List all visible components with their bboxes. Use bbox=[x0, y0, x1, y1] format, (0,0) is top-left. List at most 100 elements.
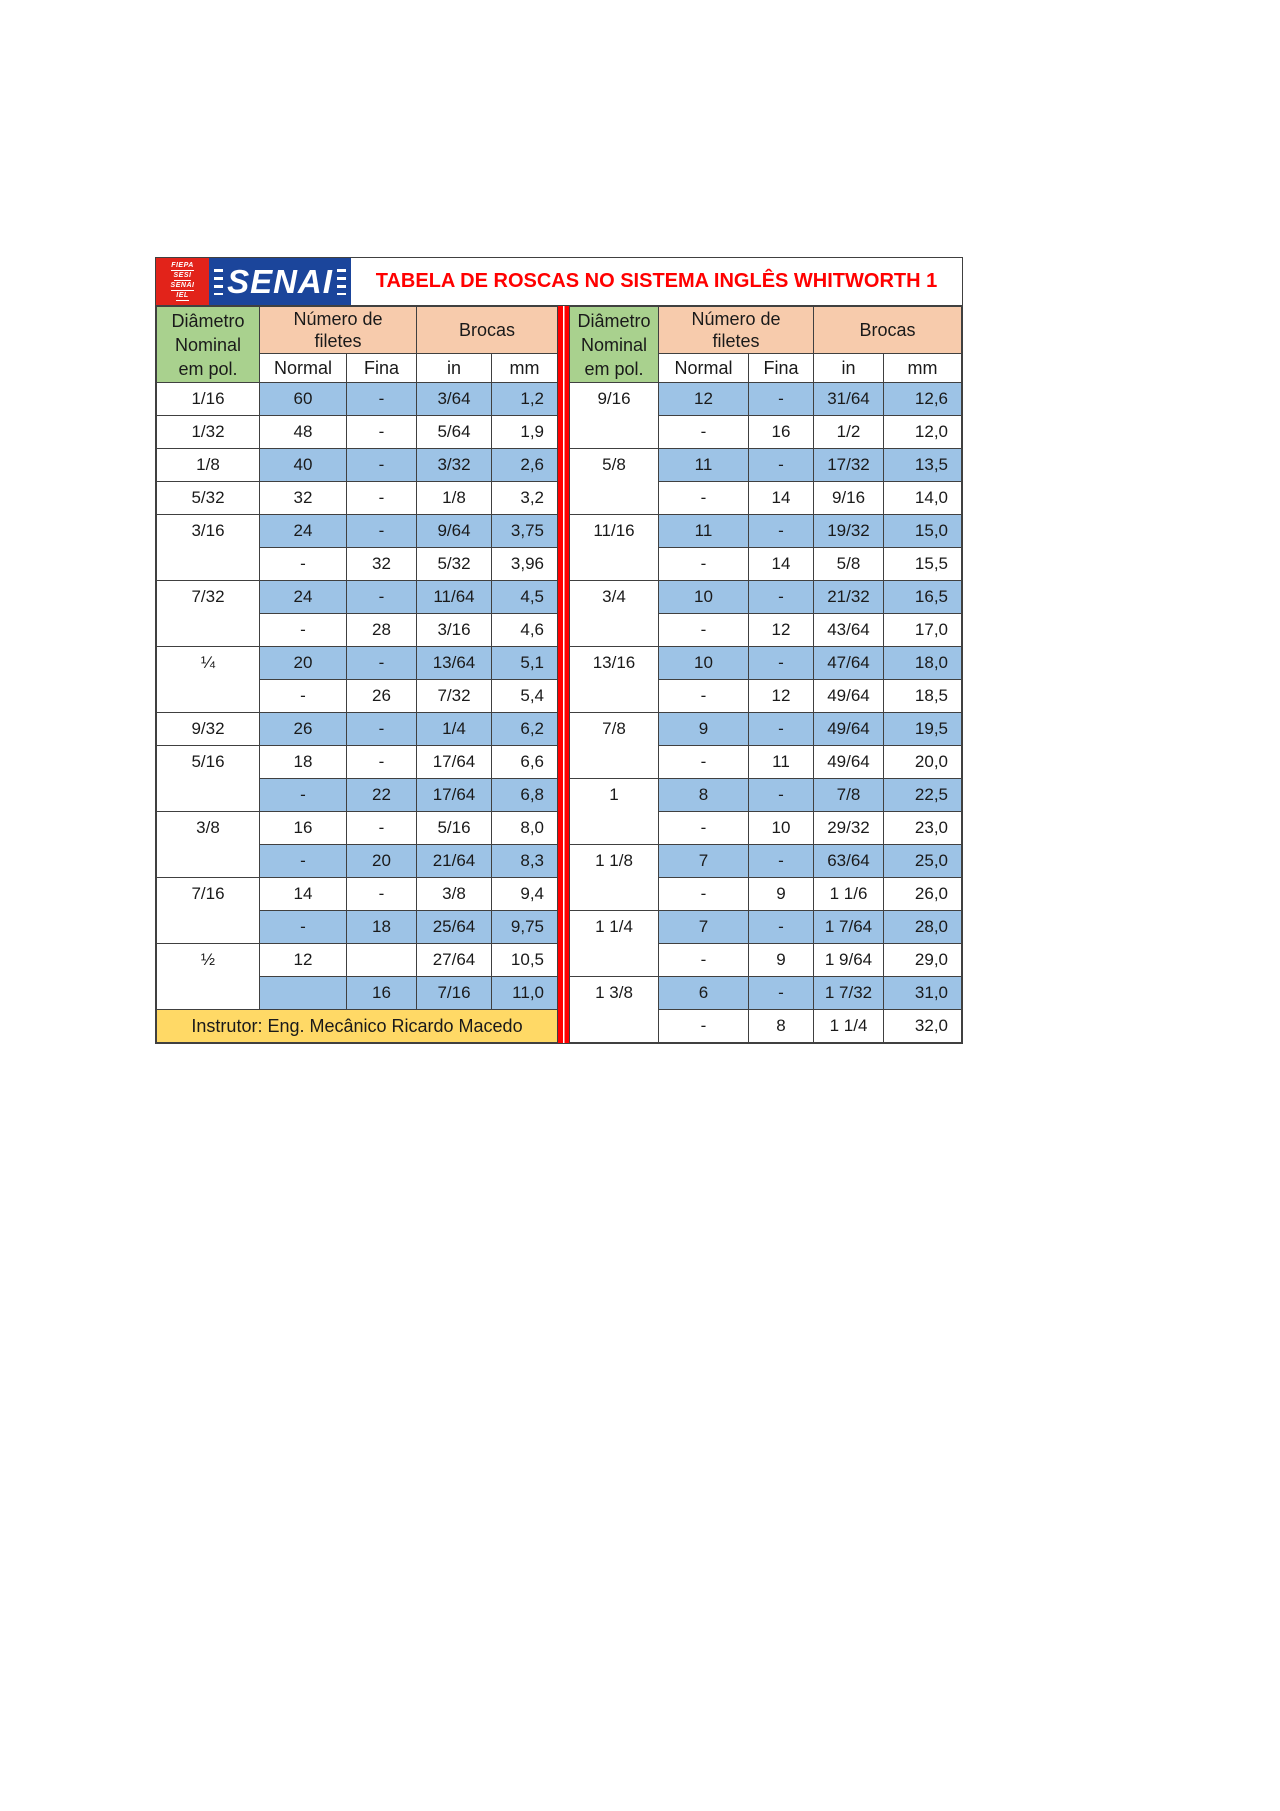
fina-cell: 9 bbox=[748, 877, 814, 911]
fina-cell: 14 bbox=[748, 481, 814, 515]
fina-cell: - bbox=[748, 976, 814, 1010]
diameter-cell: 7/32 bbox=[156, 580, 260, 647]
table-row: 7/16 14-3/8 9,4 bbox=[156, 877, 558, 944]
table-row: -12 49/64 18,5 bbox=[570, 679, 962, 713]
in-cell: 7/32 bbox=[416, 679, 492, 713]
normal-cell: 11 bbox=[658, 448, 749, 482]
instructor-footer: Instrutor: Eng. Mecânico Ricardo Macedo bbox=[156, 1009, 558, 1043]
header-mm: mm bbox=[883, 353, 962, 383]
in-cell: 1 1/6 bbox=[813, 877, 884, 911]
fina-cell: 14 bbox=[748, 547, 814, 581]
mm-cell: 4,6 bbox=[491, 613, 558, 647]
normal-cell: - bbox=[658, 745, 749, 779]
logo-stripes-right-icon bbox=[336, 268, 346, 295]
normal-cell: 26 bbox=[259, 712, 347, 746]
in-cell: 17/32 bbox=[813, 448, 884, 482]
mm-cell: 18,5 bbox=[883, 679, 962, 713]
normal-cell: 9 bbox=[658, 712, 749, 746]
fina-cell: - bbox=[346, 811, 417, 845]
mm-cell: 8,0 bbox=[491, 811, 558, 845]
in-cell: 1/2 bbox=[813, 415, 884, 449]
mm-cell: 15,0 bbox=[883, 514, 962, 548]
mm-cell: 10,5 bbox=[491, 943, 558, 977]
in-cell: 49/64 bbox=[813, 712, 884, 746]
table-row: 13/16 10-47/64 18,0 bbox=[569, 646, 962, 713]
senai-brand-text: SENAI bbox=[227, 263, 333, 300]
normal-cell: 14 bbox=[259, 877, 347, 911]
mm-cell: 11,0 bbox=[491, 976, 558, 1010]
normal-cell: - bbox=[259, 547, 347, 581]
in-cell: 3/32 bbox=[416, 448, 492, 482]
normal-cell: 60 bbox=[259, 382, 347, 416]
normal-cell: - bbox=[259, 844, 347, 878]
table-row: 7/8 9-49/64 19,5 bbox=[569, 712, 962, 779]
fina-cell: - bbox=[346, 580, 417, 614]
normal-cell: 6 bbox=[658, 976, 749, 1010]
normal-cell: 12 bbox=[259, 943, 347, 977]
in-cell: 5/32 bbox=[416, 547, 492, 581]
table-row: 9/16 12-31/64 12,6 bbox=[569, 382, 962, 449]
in-cell: 3/64 bbox=[416, 382, 492, 416]
left-table-header: Diâmetro Nominal em pol. Número de filet… bbox=[156, 306, 558, 383]
fina-cell: - bbox=[346, 745, 417, 779]
table-row: ½ 12 27/64 10,5 bbox=[156, 943, 558, 1010]
mm-cell: 8,3 bbox=[491, 844, 558, 878]
header-fina: Fina bbox=[748, 353, 814, 383]
table-row: 5/16 18-17/64 6,6 bbox=[156, 745, 558, 812]
in-cell: 1 7/32 bbox=[813, 976, 884, 1010]
diameter-cell: 11/16 bbox=[569, 514, 659, 581]
mm-cell: 15,5 bbox=[883, 547, 962, 581]
header-diameter-line1: Diâmetro bbox=[171, 311, 245, 331]
threads-table-sheet: FIEPA SESI SENAI IEL SENAI TABELA DE ROS… bbox=[155, 257, 963, 1044]
mm-cell: 9,75 bbox=[491, 910, 558, 944]
mm-cell: 29,0 bbox=[883, 943, 962, 977]
fina-cell: 16 bbox=[748, 415, 814, 449]
in-cell: 3/16 bbox=[416, 613, 492, 647]
mm-cell: 2,6 bbox=[491, 448, 558, 482]
table-row: 1 1/8 7-63/64 25,0 bbox=[569, 844, 962, 911]
in-cell: 1/4 bbox=[416, 712, 492, 746]
in-cell: 9/64 bbox=[416, 514, 492, 548]
mm-cell: 12,6 bbox=[883, 382, 962, 416]
normal-cell: 8 bbox=[658, 778, 749, 812]
normal-cell: - bbox=[259, 778, 347, 812]
fina-cell: - bbox=[346, 646, 417, 680]
fina-cell: - bbox=[748, 646, 814, 680]
table-row: -26 7/32 5,4 bbox=[157, 679, 558, 713]
in-cell: 7/16 bbox=[416, 976, 492, 1010]
in-cell: 49/64 bbox=[813, 679, 884, 713]
mm-cell: 3,75 bbox=[491, 514, 558, 548]
mm-cell: 20,0 bbox=[883, 745, 962, 779]
table-row: -28 3/16 4,6 bbox=[157, 613, 558, 647]
table-row: 5/8 11-17/32 13,5 bbox=[569, 448, 962, 515]
fina-cell: 11 bbox=[748, 745, 814, 779]
mm-cell: 31,0 bbox=[883, 976, 962, 1010]
in-cell: 3/8 bbox=[416, 877, 492, 911]
logo-stripes-left-icon bbox=[214, 268, 224, 295]
header-diameter-line3: em pol. bbox=[178, 359, 238, 379]
mm-cell: 5,4 bbox=[491, 679, 558, 713]
mm-cell: 4,5 bbox=[491, 580, 558, 614]
diameter-cell: ½ bbox=[156, 943, 260, 1010]
fina-cell: - bbox=[748, 382, 814, 416]
diameter-cell: ¼ bbox=[156, 646, 260, 713]
mm-cell: 23,0 bbox=[883, 811, 962, 845]
table-row: -10 29/32 23,0 bbox=[570, 811, 962, 845]
header-normal: Normal bbox=[259, 353, 347, 383]
mm-cell: 9,4 bbox=[491, 877, 558, 911]
in-cell: 1 7/64 bbox=[813, 910, 884, 944]
fina-cell: 18 bbox=[346, 910, 417, 944]
fina-cell: - bbox=[346, 877, 417, 911]
in-cell: 47/64 bbox=[813, 646, 884, 680]
normal-cell: 11 bbox=[658, 514, 749, 548]
header-brocas: Brocas bbox=[416, 306, 558, 354]
normal-cell: - bbox=[658, 877, 749, 911]
in-cell: 7/8 bbox=[813, 778, 884, 812]
normal-cell: - bbox=[658, 943, 749, 977]
mm-cell: 26,0 bbox=[883, 877, 962, 911]
table-row: -22 17/64 6,8 bbox=[157, 778, 558, 812]
red-divider bbox=[558, 306, 569, 1043]
diameter-cell: 1/8 bbox=[156, 448, 260, 482]
header-filetes-line2: filetes bbox=[712, 331, 760, 351]
